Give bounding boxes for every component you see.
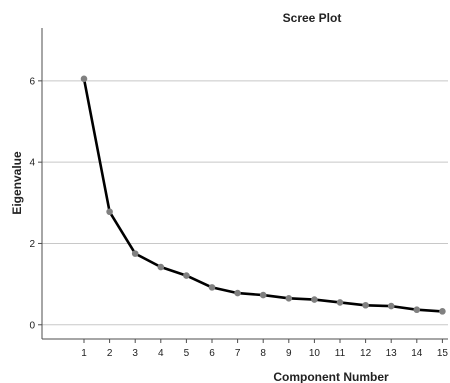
x-tick-label-7: 7	[235, 348, 241, 359]
x-tick-label-1: 1	[81, 348, 87, 359]
data-point-4	[157, 263, 165, 271]
y-tick-label-0: 0	[29, 320, 35, 331]
x-axis-title: Component Number	[273, 370, 389, 383]
y-tick-label-6: 6	[29, 76, 35, 87]
data-point-13	[387, 302, 395, 310]
data-point-5	[183, 272, 190, 279]
x-tick-label-15: 15	[437, 348, 449, 359]
x-tick-label-8: 8	[260, 348, 266, 359]
data-point-3	[131, 250, 139, 257]
data-point-1	[80, 75, 88, 83]
x-tick-label-12: 12	[360, 348, 372, 359]
series-group	[80, 75, 446, 315]
data-point-6	[208, 284, 216, 291]
y-axis-title: Eigenvalue	[10, 151, 24, 215]
data-point-10	[311, 296, 318, 303]
data-point-12	[362, 301, 369, 309]
data-point-14	[413, 306, 421, 314]
x-tick-label-14: 14	[411, 348, 423, 359]
y-tick-label-2: 2	[29, 239, 35, 250]
x-tick-label-5: 5	[184, 348, 190, 359]
data-point-2	[106, 208, 113, 216]
data-point-9	[285, 295, 293, 302]
data-point-15	[439, 308, 446, 315]
x-tick-label-13: 13	[386, 348, 398, 359]
x-tick-label-6: 6	[209, 348, 215, 359]
chart-title: Scree Plot	[283, 11, 342, 25]
y-ticks: 0 2 4 6	[29, 76, 42, 331]
x-tick-label-9: 9	[286, 348, 292, 359]
x-tick-label-10: 10	[309, 348, 321, 359]
data-point-7	[234, 289, 241, 297]
y-tick-label-4: 4	[29, 158, 35, 169]
data-point-8	[259, 291, 267, 299]
gridlines	[42, 80, 448, 326]
x-tick-label-3: 3	[132, 348, 138, 359]
x-tick-label-4: 4	[158, 348, 164, 359]
x-tick-label-11: 11	[335, 348, 346, 359]
x-ticks: 1 2 3 4 5 6 7 8 9 10 11 12 13 14 15	[81, 339, 448, 359]
x-tick-label-2: 2	[107, 348, 113, 359]
series-line	[82, 77, 444, 313]
data-point-11	[336, 299, 344, 306]
